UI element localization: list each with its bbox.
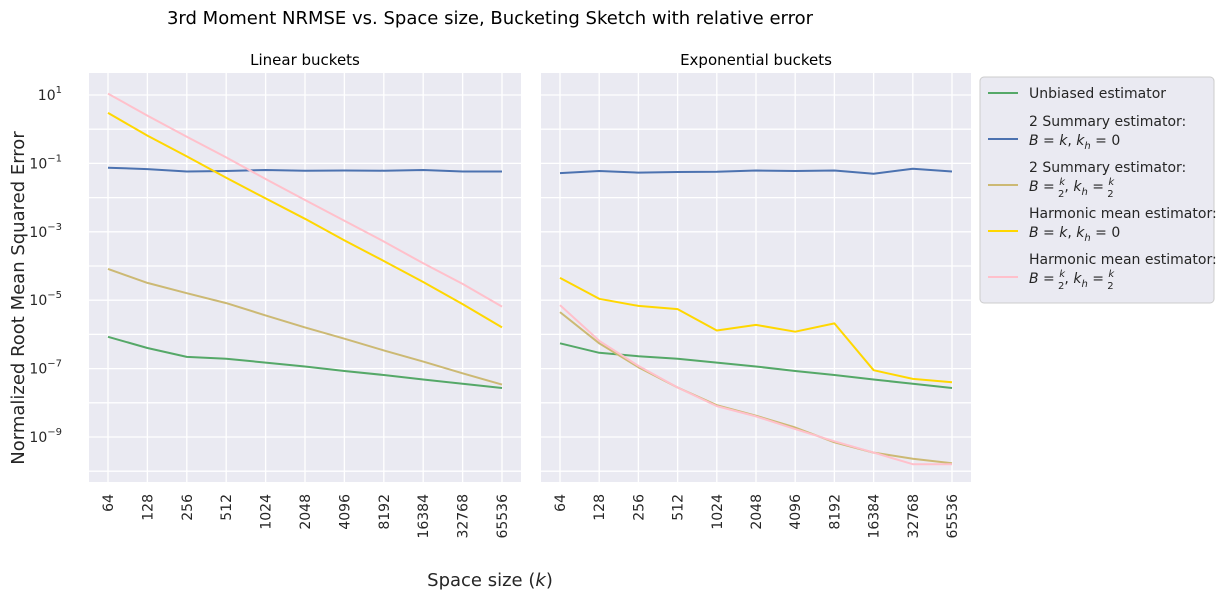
x-tick-label: 65536 xyxy=(495,494,511,539)
x-tick-label: 256 xyxy=(631,494,647,521)
x-tick-label: 2048 xyxy=(749,494,765,530)
x-tick-label: 32768 xyxy=(456,494,472,539)
chart-title: 3rd Moment NRMSE vs. Space size, Bucketi… xyxy=(167,8,814,29)
panel-1: Linear buckets 64 128 256 512 1024 2048 4096 819… xyxy=(29,51,521,539)
legend-label-5: Harmonic mean estimator: xyxy=(1029,252,1217,268)
x-tick-label: 128 xyxy=(140,494,156,521)
panel-title: Linear buckets xyxy=(250,51,360,69)
x-tick-label: 512 xyxy=(671,494,687,521)
y-tick-label: 10−7 xyxy=(29,359,62,378)
x-axis-label: Space size (k) xyxy=(427,570,553,591)
legend-math: B = k, kh = 0 xyxy=(1029,225,1120,244)
panel-2: Exponential buckets 64 128 256 512 1024 2048 40… xyxy=(541,51,971,539)
x-tick-label: 65536 xyxy=(945,494,961,539)
y-axis-label: Normalized Root Mean Squared Error xyxy=(8,131,29,465)
x-tick-label: 64 xyxy=(101,494,117,512)
y-tick-label: 10−9 xyxy=(29,427,62,446)
legend-label-3: 2 Summary estimator: xyxy=(1029,160,1186,176)
y-tick-label: 10−1 xyxy=(29,153,62,172)
x-tick-label: 512 xyxy=(219,494,235,521)
x-tick-label: 8192 xyxy=(827,494,843,530)
x-tick-label: 4096 xyxy=(337,494,353,530)
x-tick-label: 16384 xyxy=(867,494,883,539)
series-line-4 xyxy=(107,112,503,329)
x-tick-label: 8192 xyxy=(377,494,393,530)
y-tick-label: 10−3 xyxy=(29,222,62,241)
series-line-5 xyxy=(107,92,503,308)
legend-math: B = k, kh = 0 xyxy=(1029,133,1120,152)
legend-box xyxy=(979,76,1215,304)
x-tick-label: 4096 xyxy=(788,494,804,530)
series-line-1 xyxy=(559,342,953,389)
series-line-4 xyxy=(559,277,953,384)
legend-label-4: Harmonic mean estimator: xyxy=(1029,206,1217,222)
x-tick-label: 128 xyxy=(592,494,608,521)
x-tick-label: 1024 xyxy=(259,494,275,530)
series-line-3 xyxy=(107,267,503,386)
series-line-2 xyxy=(559,167,953,175)
series-line-2 xyxy=(107,166,502,173)
x-tick-label: 32768 xyxy=(906,494,922,539)
legend-label-2: 2 Summary estimator: xyxy=(1029,114,1186,130)
series-line-5 xyxy=(559,304,952,466)
x-tick-label: 16384 xyxy=(416,494,432,539)
x-tick-label: 1024 xyxy=(710,494,726,530)
series-line-1 xyxy=(107,335,503,389)
x-tick-label: 256 xyxy=(180,494,196,521)
panel-title: Exponential buckets xyxy=(680,51,832,69)
y-tick-label: 101 xyxy=(38,85,62,104)
x-tick-label: 64 xyxy=(553,494,569,512)
x-tick-label: 2048 xyxy=(298,494,314,530)
legend-label-1: Unbiased estimator xyxy=(1029,86,1166,102)
y-tick-label: 10−5 xyxy=(29,290,62,309)
panels: Linear buckets 64 128 256 512 1024 2048 4096 819… xyxy=(29,51,971,539)
